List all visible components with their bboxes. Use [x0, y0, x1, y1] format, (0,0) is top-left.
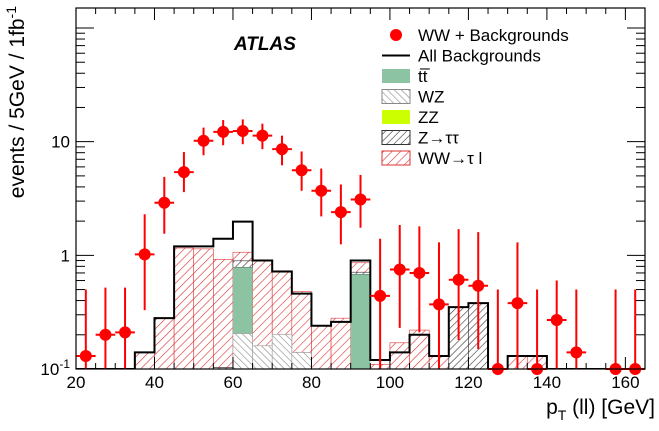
legend-label-ww-backgrounds: WW + Backgrounds	[418, 26, 569, 45]
data-point-9	[256, 129, 269, 142]
x-tick-label-100: 100	[376, 373, 404, 392]
bar-ww-l-16	[389, 342, 410, 369]
legend-marker-0	[390, 29, 402, 41]
y-tick-label-1: 1	[61, 246, 70, 265]
data-point-15	[374, 289, 387, 302]
legend-swatch-2	[382, 69, 410, 83]
data-point-18	[432, 298, 445, 311]
data-point-8	[236, 125, 249, 138]
x-axis-title-main: p	[546, 396, 558, 419]
x-axis-title: pT (ll) [GeV]	[546, 396, 655, 423]
x-tick-label-140: 140	[533, 373, 561, 392]
data-point-13	[334, 206, 347, 219]
x-tick-label-60: 60	[224, 373, 243, 392]
x-tick-label-80: 80	[302, 373, 321, 392]
x-axis-title-sub: T	[558, 407, 567, 423]
bar-ww-l-11	[291, 291, 312, 353]
data-point-19	[452, 273, 465, 286]
legend-swatch-6	[381, 150, 411, 166]
legend-label-z-: Z→ττ	[418, 129, 459, 148]
data-point-12	[315, 184, 328, 197]
data-point-3	[138, 248, 151, 261]
bar-ww-l-10	[271, 270, 293, 335]
data-point-25	[570, 346, 583, 359]
data-point-22	[511, 297, 524, 310]
data-point-20	[472, 279, 485, 292]
bar-ww-l-12	[311, 325, 332, 369]
y-tick-label-10: 10	[51, 133, 70, 152]
x-tick-label-160: 160	[611, 373, 639, 392]
data-point-1	[99, 328, 112, 341]
bar-ww-l-13	[330, 317, 351, 369]
bar-ww-l-14	[350, 262, 371, 273]
all-backgrounds-line	[76, 220, 645, 369]
data-point-6	[197, 134, 210, 147]
x-tick-label-20: 20	[67, 373, 86, 392]
x-tick-label-40: 40	[145, 373, 164, 392]
y-axis-title-sup: -1	[3, 6, 19, 19]
data-point-11	[295, 164, 308, 177]
legend-label-wz: WZ	[418, 88, 444, 107]
plot-frame	[75, 7, 646, 370]
legend-swatch-4	[382, 110, 410, 124]
data-points	[76, 119, 645, 375]
legend-swatch-5	[381, 130, 411, 145]
data-point-0	[79, 350, 92, 363]
legend-label-ww-l: WW→τ l	[418, 149, 482, 168]
data-point-2	[119, 326, 132, 339]
data-point-10	[276, 143, 289, 156]
bar-wz-9	[252, 345, 273, 369]
bar-ww-l-4	[154, 317, 175, 369]
x-tick-label-120: 120	[454, 373, 482, 392]
atlas-label: ATLAS	[233, 34, 296, 55]
bar-ww-l-7	[213, 258, 234, 368]
data-point-4	[158, 196, 171, 209]
bar-ww-l-6	[193, 248, 214, 369]
x-axis-title-rest: (ll) [GeV]	[566, 396, 655, 419]
y-tick-label-0.1: 10-1	[40, 357, 70, 379]
data-point-16	[393, 263, 406, 276]
bar-ww-l-17	[409, 329, 430, 369]
bar-z--8	[232, 260, 253, 268]
bar-wz-11	[291, 352, 312, 369]
bar-ww-l-9	[252, 259, 273, 347]
bar-tt--14	[350, 274, 371, 369]
data-point-5	[177, 166, 190, 179]
legend-swatch-3	[381, 89, 411, 104]
data-point-24	[550, 313, 563, 326]
data-point-17	[413, 266, 426, 279]
legend-label-zz: ZZ	[418, 108, 439, 127]
legend-label-all-backgrounds: All Backgrounds	[418, 47, 541, 66]
bar-z--14	[350, 271, 371, 275]
bar-wz-8	[232, 333, 253, 369]
bar-ww-l-3	[134, 352, 155, 369]
bar-wz-10	[271, 333, 293, 369]
data-point-7	[217, 125, 230, 138]
all-backgrounds-path	[76, 220, 645, 369]
background-stack	[134, 247, 548, 369]
y-axis-title-main: events / 5GeV / 1fb	[6, 18, 29, 198]
bar-ww-l-8	[232, 251, 253, 262]
bar-ww-l-5	[173, 247, 195, 369]
y-axis: 10-1 1 10	[40, 27, 645, 379]
x-axis: 20 40 60 80 100 120 140 160	[67, 8, 646, 392]
data-point-14	[354, 193, 367, 206]
bar-tt--8	[232, 267, 253, 334]
y-axis-title: events / 5GeV / 1fb-1	[3, 6, 29, 198]
legend-label-tt-: tt̅	[418, 67, 430, 86]
